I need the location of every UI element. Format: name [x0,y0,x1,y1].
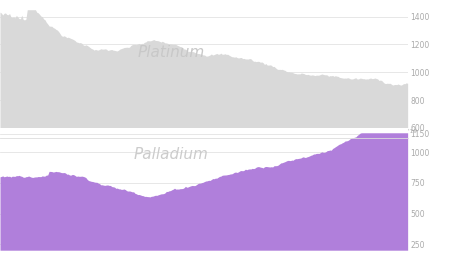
Text: Palladium: Palladium [134,147,209,162]
Text: Platinum: Platinum [137,44,205,59]
